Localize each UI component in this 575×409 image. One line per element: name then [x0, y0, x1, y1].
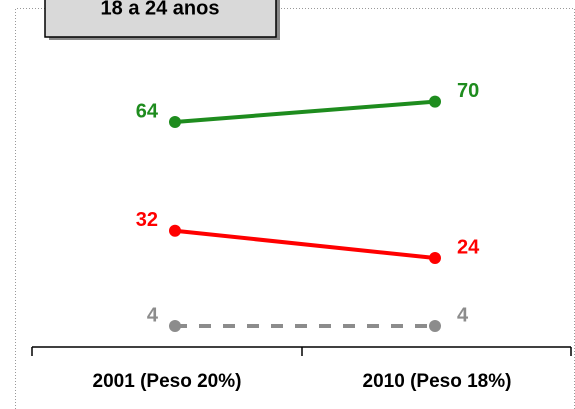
x-tick-label: 2001 (Peso 20%) [93, 371, 242, 392]
title-box [44, 0, 277, 38]
data-label: 32 [136, 209, 158, 231]
series-line [174, 228, 436, 260]
point [429, 252, 441, 264]
data-label: 64 [136, 100, 159, 122]
data-label: 4 [147, 304, 159, 326]
data-label: 24 [457, 236, 480, 258]
point [169, 224, 181, 237]
point [429, 320, 441, 332]
x-tick-label: 2010 (Peso 18%) [363, 371, 512, 392]
data-label: 70 [457, 80, 479, 102]
point [169, 116, 181, 128]
frame [15, 8, 575, 409]
data-label: 4 [457, 304, 469, 326]
point [169, 320, 181, 332]
chart-title: 18 a 24 anos [101, 0, 220, 19]
point [429, 95, 441, 108]
series-line [174, 99, 436, 124]
